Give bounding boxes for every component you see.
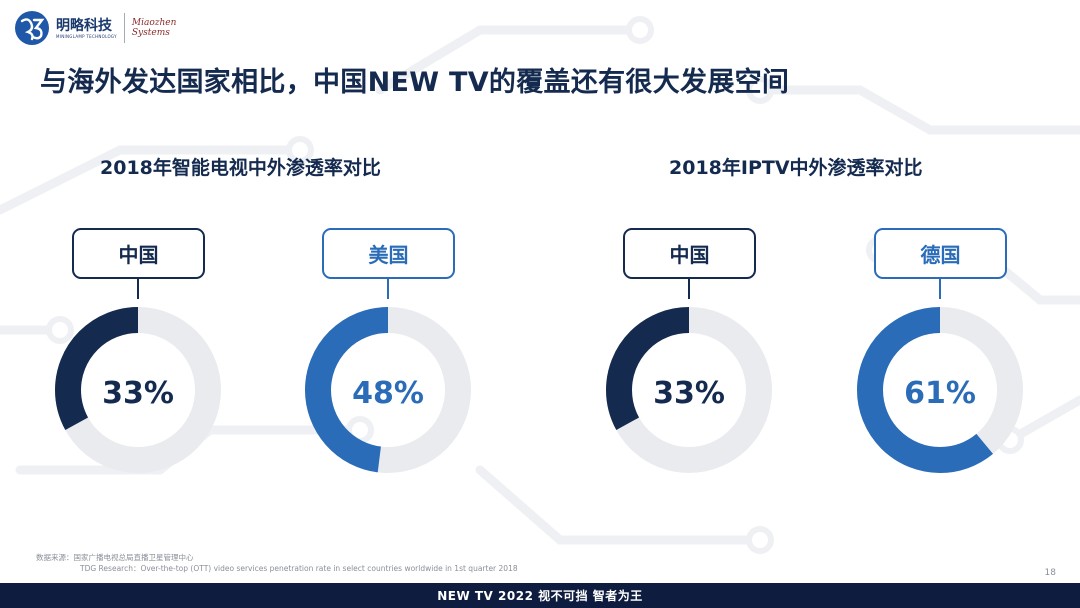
label-connector [387,279,389,299]
logo-separator [123,13,125,43]
donut-arc-中国 [55,307,221,473]
section-title-iptv: 2018年IPTV中外渗透率对比 [669,157,923,179]
label-connector [137,279,139,299]
partner-logo-line1: Miaozhen [131,18,177,28]
logo-mark-icon [15,11,49,45]
label-china-iptv: 中国 [623,228,756,279]
donut-value-label: 61% [904,376,976,411]
label-germany-iptv: 德国 [874,228,1007,279]
donut-value-label: 33% [653,376,725,411]
company-logo: 明略科技 MININGLAMP TECHNOLOGY Miaozhen Syst… [14,10,176,46]
source-line-1: 数据来源：国家广播电视总局直播卫星管理中心 [36,553,194,562]
page-number: 18 [1044,568,1056,578]
page-title: 与海外发达国家相比，中国NEW TV的覆盖还有很大发展空间 [40,67,790,98]
footer-banner: NEW TV 2022 视不可挡 智者为王 [0,583,1080,608]
partner-logo-line2: Systems [131,28,170,38]
label-connector [688,279,690,299]
donut-value-label: 48% [352,376,424,411]
label-china-smart-tv: 中国 [72,228,205,279]
donut-arc-德国 [857,307,1023,473]
logo-cn-name: 明略科技 [56,17,112,34]
logo-en-name: MININGLAMP TECHNOLOGY [56,33,117,39]
label-connector [939,279,941,299]
source-line-2: TDG Research：Over-the-top (OTT) video se… [80,564,518,573]
footer-text: NEW TV 2022 视不可挡 智者为王 [437,589,643,603]
data-source-note: 数据来源：国家广播电视总局直播卫星管理中心 TDG Research：Over-… [36,552,518,574]
donut-arc-中国 [606,307,772,473]
donut-arc-美国 [305,307,471,473]
section-title-smart-tv: 2018年智能电视中外渗透率对比 [100,157,381,179]
label-usa-smart-tv: 美国 [322,228,455,279]
donut-value-label: 33% [102,376,174,411]
